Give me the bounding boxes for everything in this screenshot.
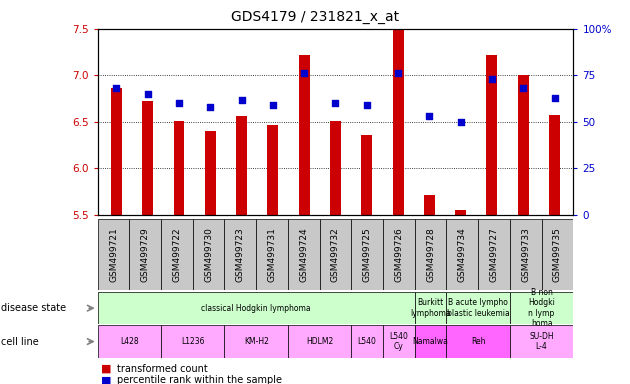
Bar <box>455 210 466 215</box>
Text: GSM499729: GSM499729 <box>140 227 150 282</box>
Bar <box>478 219 510 290</box>
Text: GSM499733: GSM499733 <box>521 227 530 282</box>
Text: Namalwa: Namalwa <box>413 337 449 346</box>
Point <box>142 91 152 97</box>
Bar <box>256 219 288 290</box>
Text: GSM499724: GSM499724 <box>299 227 308 282</box>
Bar <box>415 219 447 290</box>
Bar <box>424 195 435 215</box>
Text: GSM499730: GSM499730 <box>204 227 213 282</box>
Bar <box>142 101 153 215</box>
Bar <box>415 292 447 324</box>
Text: B acute lympho
blastic leukemia: B acute lympho blastic leukemia <box>447 298 510 318</box>
Text: GSM499735: GSM499735 <box>553 227 562 282</box>
Bar <box>267 125 278 215</box>
Text: cell line: cell line <box>1 336 39 347</box>
Bar <box>173 121 185 215</box>
Point <box>487 76 497 82</box>
Text: GSM499731: GSM499731 <box>268 227 277 282</box>
Bar <box>236 116 247 215</box>
Bar <box>447 219 478 290</box>
Text: HDLM2: HDLM2 <box>306 337 333 346</box>
Text: L1236: L1236 <box>181 337 205 346</box>
Bar <box>161 325 224 358</box>
Text: L540: L540 <box>358 337 377 346</box>
Text: GSM499727: GSM499727 <box>490 227 498 282</box>
Bar <box>288 325 352 358</box>
Bar <box>98 292 415 324</box>
Bar <box>111 88 122 215</box>
Point <box>549 94 559 101</box>
Text: L428: L428 <box>120 337 139 346</box>
Bar <box>510 219 542 290</box>
Bar <box>288 219 319 290</box>
Bar <box>299 55 310 215</box>
Bar <box>352 219 383 290</box>
Bar <box>98 325 161 358</box>
Point <box>174 100 184 106</box>
Text: GDS4179 / 231821_x_at: GDS4179 / 231821_x_at <box>231 10 399 23</box>
Point <box>299 70 309 76</box>
Text: classical Hodgkin lymphoma: classical Hodgkin lymphoma <box>202 304 311 313</box>
Bar <box>486 55 498 215</box>
Bar <box>383 325 415 358</box>
Bar <box>98 219 129 290</box>
Bar <box>129 219 161 290</box>
Bar <box>193 219 224 290</box>
Bar <box>510 325 573 358</box>
Bar <box>224 219 256 290</box>
Point <box>331 100 341 106</box>
Point <box>268 102 278 108</box>
Bar <box>205 131 216 215</box>
Text: GSM499734: GSM499734 <box>458 227 467 282</box>
Bar <box>383 219 415 290</box>
Bar <box>542 219 573 290</box>
Text: disease state: disease state <box>1 303 66 313</box>
Text: GSM499728: GSM499728 <box>426 227 435 282</box>
Bar <box>352 325 383 358</box>
Text: Reh: Reh <box>471 337 486 346</box>
Text: L540
Cy: L540 Cy <box>389 332 408 351</box>
Bar <box>447 325 510 358</box>
Text: percentile rank within the sample: percentile rank within the sample <box>117 375 282 384</box>
Text: ■: ■ <box>101 364 112 374</box>
Text: GSM499732: GSM499732 <box>331 227 340 282</box>
Text: GSM499725: GSM499725 <box>363 227 372 282</box>
Text: GSM499722: GSM499722 <box>173 227 181 282</box>
Text: transformed count: transformed count <box>117 364 207 374</box>
Bar <box>224 325 288 358</box>
Point <box>205 104 215 110</box>
Point <box>455 119 466 125</box>
Bar <box>330 121 341 215</box>
Bar <box>549 116 560 215</box>
Bar <box>510 292 573 324</box>
Bar <box>361 135 372 215</box>
Point <box>393 70 403 76</box>
Bar <box>447 292 510 324</box>
Point <box>112 85 122 91</box>
Bar <box>319 219 352 290</box>
Text: B non
Hodgki
n lymp
homa: B non Hodgki n lymp homa <box>528 288 555 328</box>
Bar <box>415 325 447 358</box>
Text: GSM499721: GSM499721 <box>109 227 118 282</box>
Text: Burkitt
lymphoma: Burkitt lymphoma <box>410 298 451 318</box>
Point <box>236 96 246 103</box>
Point <box>362 102 372 108</box>
Text: GSM499726: GSM499726 <box>394 227 403 282</box>
Bar <box>518 75 529 215</box>
Bar <box>392 29 404 215</box>
Text: GSM499723: GSM499723 <box>236 227 245 282</box>
Point <box>425 113 435 119</box>
Text: KM-H2: KM-H2 <box>244 337 268 346</box>
Text: ■: ■ <box>101 375 112 384</box>
Text: SU-DH
L-4: SU-DH L-4 <box>529 332 554 351</box>
Bar <box>161 219 193 290</box>
Point <box>518 85 529 91</box>
